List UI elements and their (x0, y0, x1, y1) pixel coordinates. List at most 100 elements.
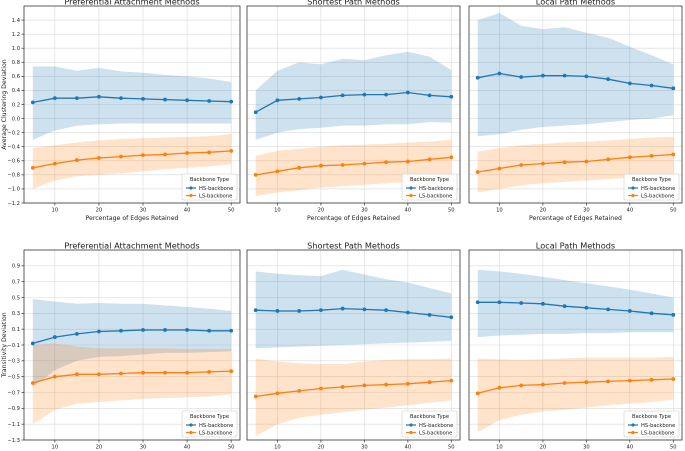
legend-title: Backbone Type (410, 177, 449, 183)
ls-data-point (207, 370, 212, 374)
ls-legend-marker (409, 430, 413, 435)
hs-data-point (185, 98, 190, 103)
ls-series-line (255, 156, 452, 176)
ls-data-point (253, 394, 258, 399)
hs-data-point (671, 313, 676, 317)
hs-legend-marker (189, 423, 193, 427)
hs-data-point (362, 307, 367, 312)
ls-data-point (562, 160, 567, 165)
x-tick-label: 30 (140, 445, 147, 451)
x-tick-label: 20 (540, 208, 547, 214)
x-tick-label: 30 (361, 445, 368, 451)
ls-data-point (671, 377, 676, 381)
ls-data-point (384, 382, 389, 387)
hs-data-point (427, 93, 432, 98)
ls-confidence-band (32, 343, 232, 425)
x-tick-label: 20 (96, 208, 103, 214)
hs-data-point (163, 97, 167, 102)
hs-data-point (519, 301, 524, 305)
y-tick-label: 1.2 (12, 32, 20, 38)
ls-data-point (163, 370, 167, 375)
hs-data-point (30, 100, 35, 105)
x-axis-label: Percentage of Edges Retained (307, 215, 400, 222)
y-tick-label: −0.8 (7, 173, 20, 179)
x-tick-label: 40 (184, 445, 191, 451)
hs-series-line (477, 301, 674, 316)
panel-title: Local Path Methods (536, 241, 615, 251)
legend-entry: LS-backbone (199, 430, 232, 436)
hs-data-point (649, 83, 654, 88)
ls-data-point (449, 378, 454, 383)
ls-data-point (97, 156, 101, 160)
ls-series-line (477, 153, 674, 173)
x-tick-label: 20 (318, 208, 325, 214)
legend-title: Backbone Type (410, 414, 449, 420)
legend-box (623, 173, 680, 201)
ls-data-point (30, 381, 35, 385)
hs-confidence-band (477, 13, 674, 137)
hs-data-point (30, 341, 35, 346)
hs-legend-marker (409, 423, 413, 427)
hs-data-point (119, 96, 123, 101)
hs-data-point (671, 86, 676, 91)
ls-data-point (119, 371, 123, 376)
hs-data-point (649, 311, 654, 316)
hs-confidence-band (32, 299, 232, 387)
ls-data-point (519, 383, 524, 388)
x-tick-label: 40 (184, 208, 191, 214)
hs-data-point (141, 96, 145, 101)
plot-frame (246, 249, 461, 441)
x-tick-label: 50 (670, 208, 677, 214)
hs-data-point (627, 81, 632, 86)
plot-frame (468, 5, 683, 204)
hs-data-point (119, 328, 123, 333)
legend-entry: LS-backbone (641, 193, 674, 199)
y-tick-label: 1.0 (12, 46, 20, 52)
legend-entry: HS-backbone (199, 186, 233, 192)
ls-data-point (119, 154, 123, 159)
ls-data-point (497, 385, 502, 390)
ls-data-point (275, 391, 280, 396)
ls-data-point (340, 385, 345, 389)
y-tick-label: 0.2 (12, 102, 20, 108)
x-tick-label: 30 (361, 208, 368, 214)
ls-data-point (627, 378, 632, 383)
y-tick-label: 0.7 (12, 279, 20, 285)
y-tick-label: 0.8 (12, 60, 20, 66)
legend-entry: LS-backbone (641, 430, 674, 436)
x-tick-label: 30 (583, 208, 590, 214)
x-tick-label: 40 (405, 208, 412, 214)
hs-series-line (255, 91, 452, 113)
ls-confidence-band (477, 136, 674, 193)
ls-legend-marker (189, 193, 193, 198)
ls-data-point (475, 391, 480, 396)
hs-data-point (540, 301, 545, 306)
x-tick-label: 40 (405, 445, 412, 451)
ls-data-point (318, 386, 323, 391)
x-tick-label: 50 (448, 445, 455, 451)
y-tick-label: −0.7 (7, 390, 20, 396)
ls-data-point (297, 389, 302, 393)
hs-data-point (562, 73, 567, 78)
hs-data-point (606, 77, 611, 82)
x-tick-label: 20 (318, 445, 325, 451)
legend-box (623, 410, 680, 438)
x-tick-label: 40 (627, 445, 634, 451)
legend-entry: HS-backbone (641, 186, 675, 192)
hs-data-point (584, 74, 589, 79)
y-tick-label: −0.6 (7, 159, 20, 165)
y-tick-label: −0.2 (7, 130, 20, 136)
hs-confidence-band (32, 66, 232, 140)
legend-entry: HS-backbone (419, 423, 453, 429)
y-tick-label: −0.4 (7, 145, 20, 151)
ls-confidence-band (255, 358, 452, 436)
y-axis-label: Average Clustering Deviation (1, 59, 8, 150)
ls-legend-marker (409, 193, 413, 198)
x-tick-label: 50 (228, 445, 235, 451)
